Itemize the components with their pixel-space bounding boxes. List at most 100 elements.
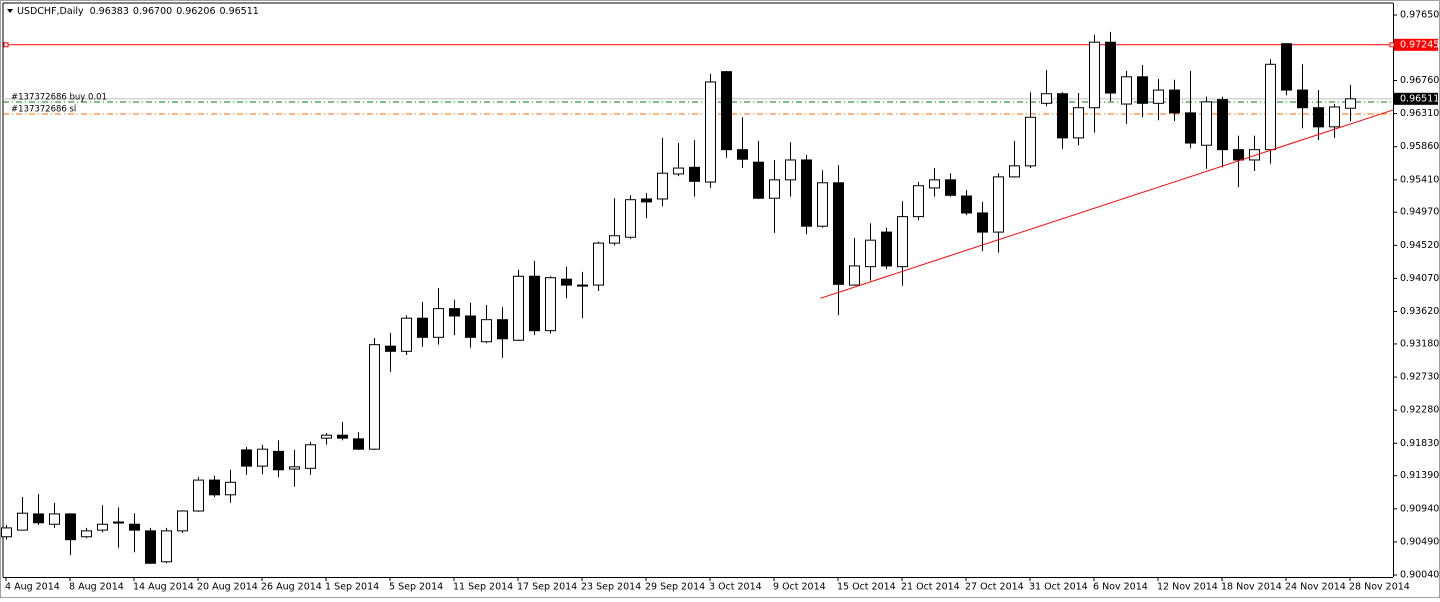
- candle-body: [625, 199, 636, 238]
- candle-body: [353, 438, 364, 450]
- candle-body: [1249, 149, 1260, 161]
- candle-body: [289, 466, 300, 470]
- y-tick-label: 0.90940: [1400, 503, 1439, 514]
- candle-body: [129, 523, 140, 531]
- candle-body: [465, 315, 476, 338]
- x-tick-label: 26 Aug 2014: [261, 582, 322, 593]
- candle-body: [1137, 76, 1148, 104]
- x-tick-label: 17 Sep 2014: [517, 582, 577, 593]
- x-tick-label: 5 Sep 2014: [389, 582, 443, 593]
- menu-arrow[interactable]: [7, 9, 13, 13]
- x-tick-label: 14 Aug 2014: [133, 582, 194, 593]
- candle-body: [1105, 41, 1116, 94]
- candle-body: [113, 521, 124, 524]
- candle-body: [753, 161, 764, 199]
- candle-body: [1, 527, 12, 538]
- candle-body: [1329, 106, 1340, 128]
- candle-body: [721, 71, 732, 151]
- candle-body: [993, 176, 1004, 233]
- candle-body: [1121, 76, 1132, 105]
- header-value: 0.96511: [220, 6, 259, 17]
- candle-body: [945, 179, 956, 196]
- y-tick-label: 0.96310: [1400, 108, 1439, 119]
- candle-body: [401, 317, 412, 352]
- candle-body: [17, 512, 28, 531]
- candle-body: [433, 308, 444, 338]
- candle-body: [1217, 99, 1228, 151]
- candle-body: [1281, 43, 1292, 91]
- candle-body: [81, 530, 92, 538]
- candle-body: [849, 265, 860, 286]
- level-handle: [3, 42, 9, 48]
- candle-body: [561, 278, 572, 286]
- candle-body: [705, 81, 716, 183]
- candle-body: [273, 450, 284, 471]
- candle-body: [1265, 63, 1276, 151]
- y-tick-label: 0.92730: [1400, 372, 1439, 383]
- x-tick-label: 23 Sep 2014: [581, 582, 641, 593]
- candle-body: [449, 308, 460, 317]
- symbol: USDCHF,Daily: [17, 6, 84, 17]
- candle-body: [769, 179, 780, 199]
- candle-body: [1297, 89, 1308, 109]
- candle-body: [481, 319, 492, 343]
- candle-body: [1025, 116, 1036, 167]
- candle-body: [33, 513, 44, 524]
- y-tick-label: 0.93180: [1400, 338, 1439, 349]
- candle-body: [1073, 107, 1084, 139]
- candle-body: [1233, 149, 1244, 161]
- x-tick-label: 18 Nov 2014: [1221, 582, 1282, 593]
- bid-label-bg: [1394, 92, 1438, 105]
- candle-body: [1313, 107, 1324, 128]
- header-value: 0.96383: [90, 6, 129, 17]
- x-tick-label: 15 Oct 2014: [837, 582, 896, 593]
- header-value: 0.96206: [176, 6, 215, 17]
- candle-body: [177, 510, 188, 532]
- candle-body: [609, 235, 620, 244]
- candle-body: [817, 182, 828, 227]
- candle-body: [1089, 41, 1100, 109]
- candle-body: [1345, 98, 1356, 109]
- y-tick-label: 0.92280: [1400, 405, 1439, 416]
- order-label: #137372686 sl: [11, 104, 76, 114]
- level-label-bg: [1394, 38, 1438, 51]
- x-tick-label: 31 Oct 2014: [1029, 582, 1088, 593]
- x-tick-label: 29 Sep 2014: [645, 582, 705, 593]
- x-tick-label: 8 Aug 2014: [69, 582, 124, 593]
- candle-body: [385, 345, 396, 352]
- candle-body: [1153, 89, 1164, 104]
- level-handle: [1389, 42, 1395, 48]
- candle-body: [193, 479, 204, 512]
- x-tick-label: 6 Nov 2014: [1093, 582, 1148, 593]
- candle-body: [545, 277, 556, 332]
- trendline: [820, 109, 1394, 299]
- y-tick-label: 0.96760: [1400, 75, 1439, 86]
- candle-body: [1041, 93, 1052, 104]
- x-tick-label: 3 Oct 2014: [709, 582, 762, 593]
- x-tick-label: 1 Sep 2014: [325, 582, 379, 593]
- x-tick-label: 12 Nov 2014: [1157, 582, 1218, 593]
- candle-body: [497, 319, 508, 340]
- candle-body: [417, 317, 428, 338]
- x-tick-label: 28 Nov 2014: [1349, 582, 1410, 593]
- x-tick-label: 11 Sep 2014: [453, 582, 513, 593]
- x-tick-label: 24 Nov 2014: [1285, 582, 1346, 593]
- candle-body: [577, 284, 588, 287]
- candle-body: [1009, 165, 1020, 178]
- y-tick-label: 0.93620: [1400, 306, 1439, 317]
- candle-body: [225, 481, 236, 496]
- candle-body: [241, 449, 252, 467]
- y-tick-label: 0.95410: [1400, 174, 1439, 185]
- candle-body: [929, 179, 940, 189]
- candle-body: [881, 231, 892, 267]
- candle-body: [337, 434, 348, 439]
- candle-body: [97, 523, 108, 531]
- candle-body: [257, 448, 268, 467]
- chart-header: USDCHF,Daily 0.96383 0.96700 0.96206 0.96511: [17, 6, 259, 17]
- candle-body: [977, 212, 988, 233]
- candle-body: [1185, 112, 1196, 144]
- y-tick-label: 0.91390: [1400, 470, 1439, 481]
